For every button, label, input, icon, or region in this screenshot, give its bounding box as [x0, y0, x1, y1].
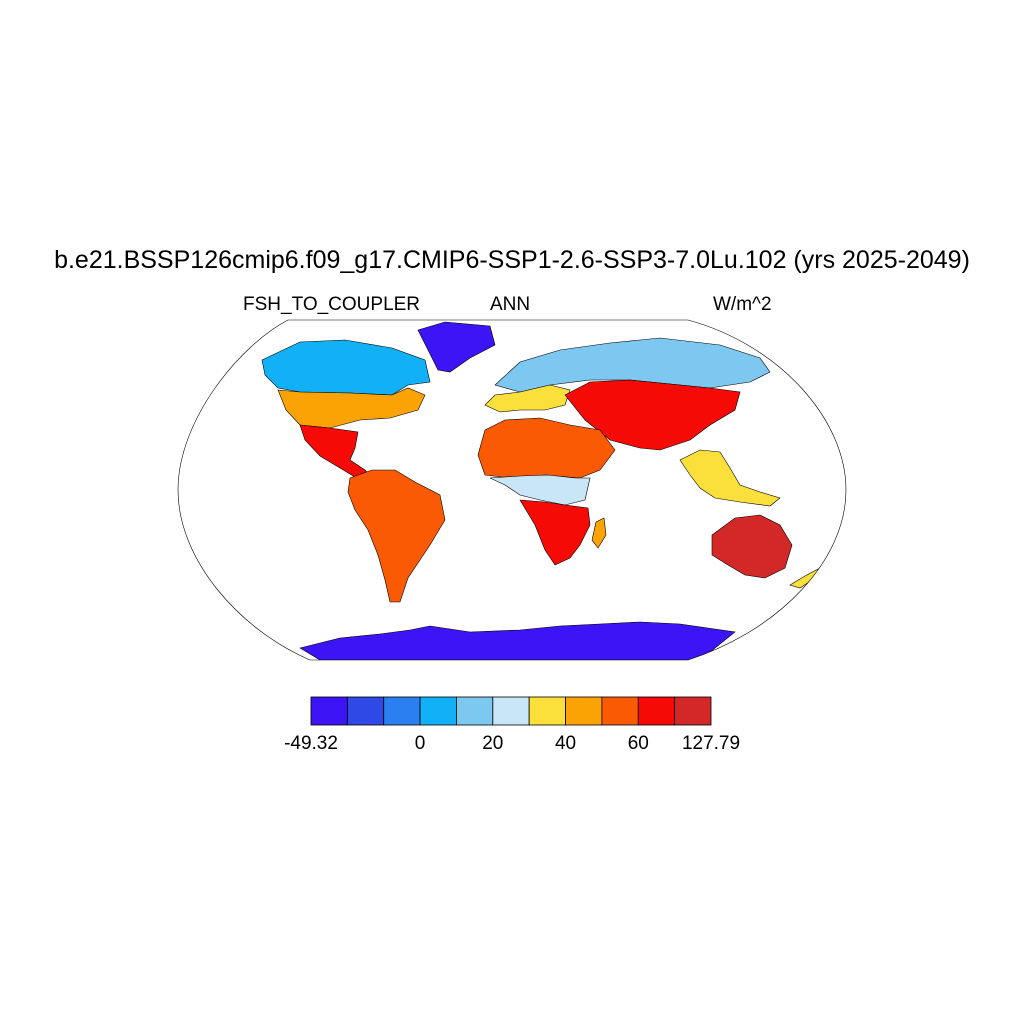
colorbar-box: [565, 696, 603, 726]
colorbar-tick-label: 20: [482, 733, 504, 754]
colorbar-tick-label: 40: [554, 733, 577, 754]
colorbar-tick-label: -49.32: [284, 733, 338, 754]
map-region: [679, 449, 781, 507]
colorbar-box: [310, 696, 348, 726]
colorbar-box: [674, 696, 712, 726]
colorbar-tick-label: 60: [627, 733, 649, 754]
colorbar-box: [456, 696, 494, 726]
colorbar-tick-label: 0: [414, 733, 426, 754]
plot-title: b.e21.BSSP126cmip6.f09_g17.CMIP6-SSP1-2.…: [54, 246, 970, 274]
colorbar-box: [383, 696, 421, 726]
map-region: [564, 379, 741, 451]
colorbar-box: [637, 696, 676, 726]
colorbar-tick-label: 127.79: [681, 733, 741, 754]
map-region: [494, 337, 771, 393]
colorbar-box: [528, 696, 566, 726]
colorbar-box: [492, 696, 530, 726]
map-region: [417, 321, 496, 373]
map-region: [591, 517, 607, 549]
variable-label: FSH_TO_COUPLER: [243, 294, 421, 315]
colorbar-box: [419, 696, 457, 726]
map-region: [519, 499, 591, 566]
season-label: ANN: [490, 294, 531, 315]
map-region: [711, 514, 793, 579]
map-region: [489, 474, 591, 506]
colorbar-box: [601, 696, 639, 726]
map-region: [347, 469, 446, 603]
map-region: [299, 621, 736, 660]
map-region: [261, 339, 431, 396]
colorbar-box: [346, 696, 385, 726]
units-label: W/m^2: [713, 294, 772, 315]
